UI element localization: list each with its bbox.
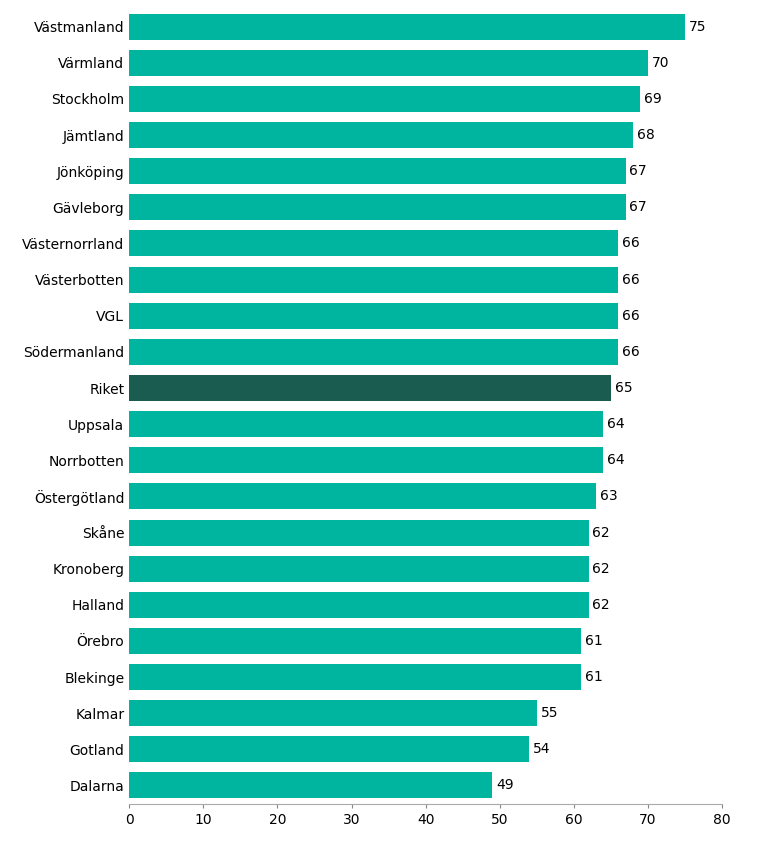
Text: 55: 55 (540, 706, 558, 721)
Bar (129, 50, 648, 76)
Bar (129, 267, 619, 293)
Text: 68: 68 (637, 128, 654, 142)
Text: 54: 54 (533, 742, 550, 756)
Text: 70: 70 (651, 56, 669, 70)
Text: 62: 62 (592, 562, 610, 575)
Bar (129, 736, 529, 762)
Bar (129, 302, 619, 329)
Bar (129, 700, 537, 727)
Bar (129, 158, 625, 184)
Text: 49: 49 (496, 778, 514, 792)
Bar (129, 556, 588, 581)
Bar (129, 122, 633, 148)
Bar (129, 448, 603, 473)
Bar (129, 14, 685, 40)
Bar (129, 375, 611, 401)
Bar (129, 592, 588, 618)
Text: 62: 62 (592, 525, 610, 539)
Bar (129, 772, 492, 798)
Text: 66: 66 (622, 273, 640, 287)
Text: 62: 62 (592, 598, 610, 612)
Bar (129, 194, 625, 220)
Bar (129, 86, 641, 112)
Bar (129, 411, 603, 437)
Text: 69: 69 (644, 92, 662, 106)
Text: 64: 64 (607, 454, 625, 467)
Text: 61: 61 (585, 670, 603, 684)
Text: 67: 67 (629, 164, 647, 178)
Text: 66: 66 (622, 237, 640, 251)
Bar (129, 628, 581, 654)
Text: 63: 63 (600, 489, 617, 504)
Text: 75: 75 (689, 20, 706, 34)
Text: 67: 67 (629, 200, 647, 214)
Bar (129, 339, 619, 365)
Text: 61: 61 (585, 634, 603, 648)
Text: 66: 66 (622, 308, 640, 323)
Bar (129, 231, 619, 257)
Text: 65: 65 (615, 381, 632, 395)
Text: 66: 66 (622, 345, 640, 359)
Bar (129, 664, 581, 690)
Bar (129, 483, 596, 510)
Bar (129, 519, 588, 545)
Text: 64: 64 (607, 417, 625, 431)
